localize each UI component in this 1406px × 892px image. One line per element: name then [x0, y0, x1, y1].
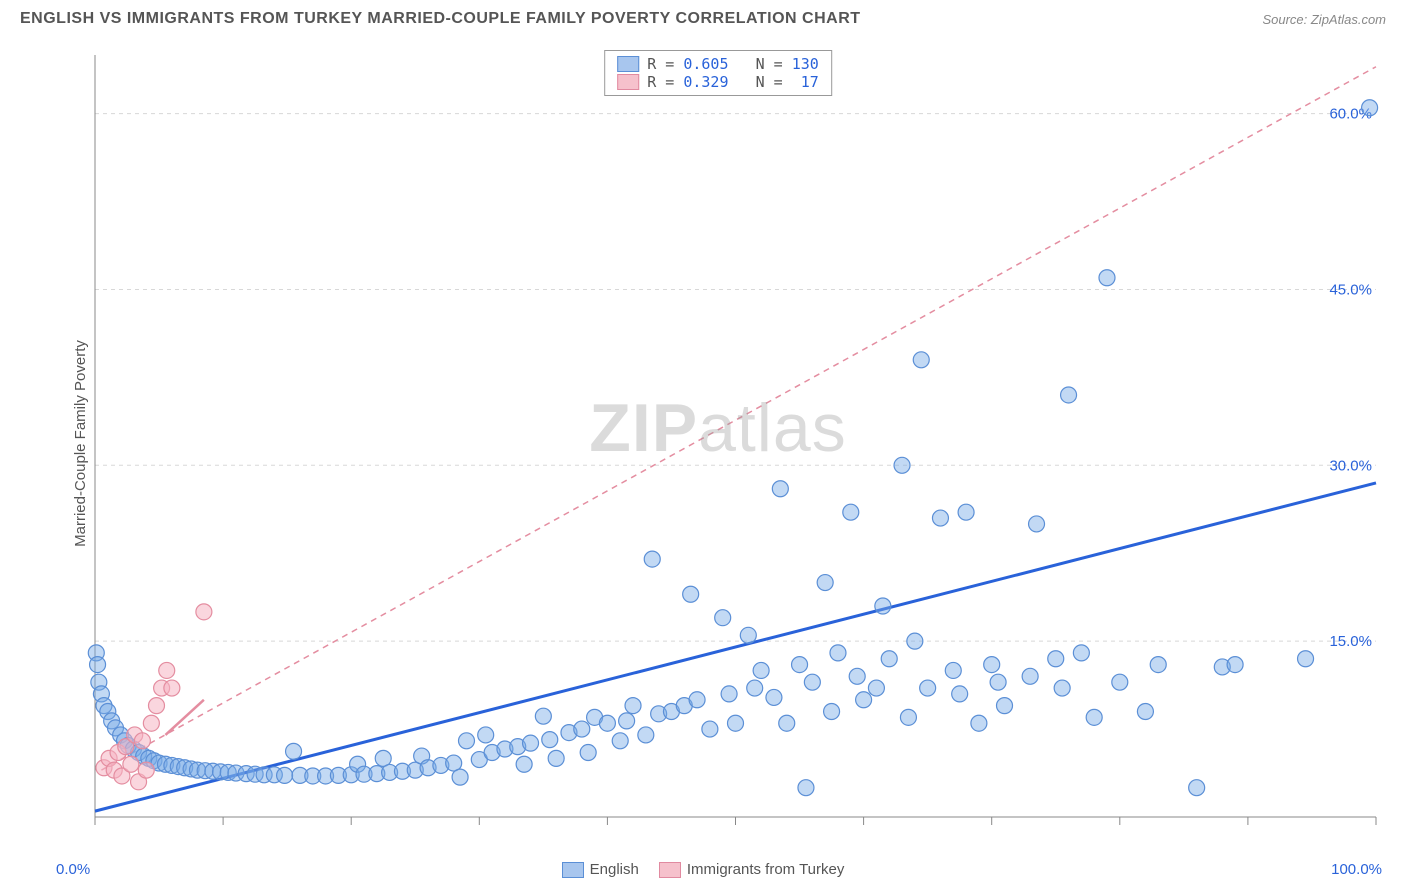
scatter-plot: 15.0%30.0%45.0%60.0%	[50, 45, 1386, 842]
swatch-english	[617, 56, 639, 72]
swatch-turkey-icon	[659, 862, 681, 878]
legend-label: Immigrants from Turkey	[687, 861, 845, 878]
series-legend: English Immigrants from Turkey	[0, 861, 1406, 878]
y-axis-label: Married-Couple Family Poverty	[72, 340, 89, 547]
legend-row-turkey: R = 0.329 N = 17	[617, 73, 819, 91]
chart-title: ENGLISH VS IMMIGRANTS FROM TURKEY MARRIE…	[20, 10, 861, 28]
svg-text:15.0%: 15.0%	[1329, 633, 1372, 650]
chart-area: Married-Couple Family Poverty 15.0% 30.0%…	[50, 45, 1386, 842]
legend-item-english: English	[562, 861, 639, 878]
swatch-turkey	[617, 74, 639, 90]
legend-item-turkey: Immigrants from Turkey	[659, 861, 845, 878]
legend-label: English	[590, 861, 639, 878]
source-attribution: Source: ZipAtlas.com	[1262, 12, 1386, 27]
legend-row-english: R = 0.605 N = 130	[617, 55, 819, 73]
svg-text:45.0%: 45.0%	[1329, 281, 1372, 298]
svg-text:30.0%: 30.0%	[1329, 457, 1372, 474]
correlation-legend: R = 0.605 N = 130 R = 0.329 N = 17	[604, 50, 832, 96]
swatch-english-icon	[562, 862, 584, 878]
